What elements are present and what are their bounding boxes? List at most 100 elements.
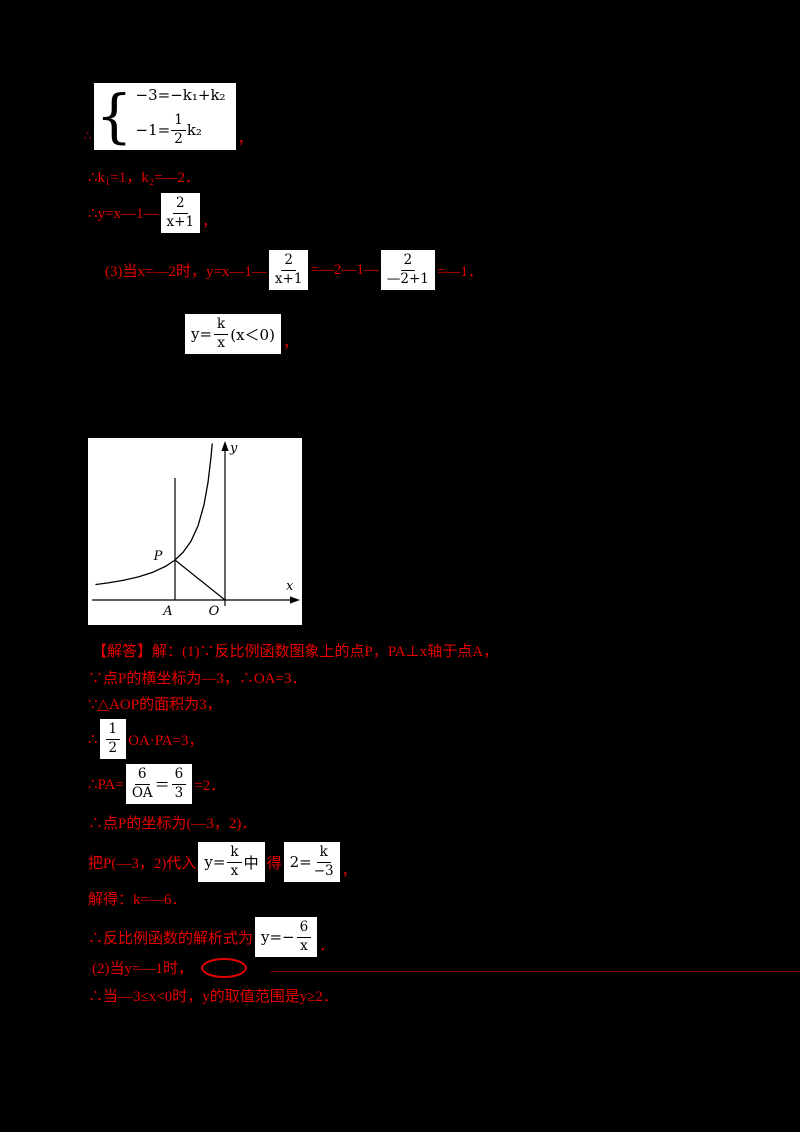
circled-answer-ellipse [200, 957, 247, 978]
formula-pre: y=− [261, 928, 295, 947]
formula-box-pa-value: 6 OA ＝ 6 3 [125, 764, 193, 805]
equation-system-box: { −3=−k₁+k₂ −1= 1 2 k₂ [93, 81, 236, 151]
step-5-post: =2． [194, 777, 226, 794]
formula-box-fraction: 2 —2+1 [380, 250, 435, 291]
formula-box-y-equals-neg6-over-x: y=− 6 x [255, 917, 318, 958]
step-5-pre: ∴PA= [88, 776, 124, 793]
solution-step-7: 把P(—3，2)代入 y= k x 中 得 2= k −3 ， [88, 842, 357, 883]
step-4-post: OA·PA=3， [128, 732, 204, 749]
inverse-function-definition-row: y= k x (x＜0) ， [185, 314, 298, 355]
solution-step-8: 解得：k=—6． [88, 892, 187, 908]
comma-mark: ， [341, 863, 357, 880]
solution-step-2: ∵点P的横坐标为—3，∴OA=3． [88, 671, 307, 687]
function-expression-line: ∴y=x—1— 2 x+1 ， [88, 193, 218, 234]
formula-box-one-half: 1 2 [99, 719, 127, 760]
comma-mark: ， [237, 131, 253, 148]
fraction-numerator: 1 [105, 721, 121, 740]
fraction-numerator: k [316, 844, 331, 863]
substitution-mid: =—2—1— [310, 261, 379, 278]
fraction-denominator: —2+1 [386, 270, 429, 287]
fraction-6-over-3: 6 3 [171, 766, 187, 801]
equation-1: −3=−k₁+k₂ [135, 86, 226, 104]
fraction-2-over-x-plus-1: 2 x+1 [274, 252, 303, 287]
solution-step-3: ∵△AOP的面积为3， [88, 697, 222, 713]
fraction-denominator: 2 [174, 130, 183, 147]
step-7-pre: 把P(—3，2)代入 [88, 855, 197, 872]
point-p-label: P [153, 549, 163, 564]
domain-condition: (x＜0) [230, 325, 275, 344]
fraction-numerator: 2 [172, 195, 188, 214]
fraction-denominator: x+1 [274, 270, 303, 287]
fraction-k-over-x: k x [227, 844, 242, 879]
fraction-2-over-neg2-plus-1: 2 —2+1 [386, 252, 429, 287]
substitution-result: =—1． [436, 263, 483, 280]
fraction-numerator: 6 [296, 919, 312, 938]
fraction-numerator: k [214, 316, 229, 335]
solution-step-10: (2)当y=—1时， [92, 957, 247, 978]
x-axis-arrow-icon [290, 596, 300, 604]
hyperbola-figure: y x O P A [88, 438, 302, 625]
fraction-numerator: 6 [134, 766, 150, 785]
solution-step-5: ∴PA= 6 OA ＝ 6 3 =2． [88, 764, 226, 805]
segment-po [174, 559, 226, 601]
fraction-one-half: 1 2 [105, 721, 121, 756]
k-values-line: ∴k₁=1，k₂=—2． [88, 170, 200, 186]
fraction-denominator: x [217, 334, 225, 351]
red-horizontal-streak [270, 971, 800, 972]
solution-step-9: ∴反比例函数的解析式为 y=− 6 x ． [88, 917, 335, 958]
fraction-6-over-x: 6 x [296, 919, 312, 954]
formula-box-2-equals-k-over-neg3: 2= k −3 [283, 842, 340, 883]
curly-brace: { [95, 81, 133, 150]
equation-system-row: ∴ { −3=−k₁+k₂ −1= 1 2 k₂ ， [84, 81, 253, 151]
equation-column: −3=−k₁+k₂ −1= 1 2 k₂ [136, 86, 226, 147]
formula-box-y-equals-k-over-x: y= k x 中 [198, 842, 265, 883]
figure-canvas: y x O P A [92, 441, 300, 619]
expression-pre: ∴y=x—1— [88, 205, 159, 222]
fraction-denominator: 3 [174, 784, 184, 801]
comma-mark: ， [202, 214, 218, 231]
comma-mark: ， [282, 335, 298, 352]
formula-box-fraction: 2 x+1 [268, 250, 309, 291]
substitution-line: (3)当x=—2时，y=x—1— 2 x+1 =—2—1— 2 —2+1 =—1… [105, 250, 483, 291]
fraction-numerator: 2 [400, 252, 416, 271]
fraction-k-over-x: k x [214, 316, 229, 351]
origin-label: O [209, 604, 220, 619]
therefore-mark: ∴ [84, 129, 92, 144]
period-mark: ． [319, 938, 335, 955]
formula-box-fraction: 2 x+1 [160, 193, 201, 234]
solution-step-11: ∴当—3≤x<0时，y的取值范围是y≥2． [88, 989, 338, 1005]
fraction-numerator: 2 [281, 252, 296, 271]
step-7-mid: 得 [266, 855, 282, 872]
fraction-numerator: k [227, 844, 242, 863]
fraction-denominator: −3 [313, 862, 334, 879]
formula-pre: 2= [289, 853, 312, 872]
step-4-pre: ∴ [88, 731, 98, 748]
fraction-numerator: 6 [171, 766, 187, 785]
fraction-denominator: OA [131, 784, 153, 801]
formula-pre: y= [204, 853, 226, 872]
hyperbola-curve [95, 443, 213, 586]
fraction-6-over-oa: 6 OA [131, 766, 153, 801]
equation-2: −1= 1 2 k₂ [135, 112, 226, 147]
y-axis-label: y [229, 441, 238, 456]
substitution-pre: (3)当x=—2时，y=x—1— [105, 263, 267, 280]
step-10-pre: (2)当y=—1时， [92, 961, 193, 977]
solution-step-1: 【解答】解：(1)∵反比例函数图象上的点P，PA⊥x轴于点A， [92, 644, 499, 660]
fraction-k-over-neg3: k −3 [313, 844, 334, 879]
fraction-denominator: x [230, 862, 239, 879]
fraction-denominator: x+1 [166, 213, 195, 230]
x-axis-label: x [286, 579, 294, 594]
formula-pre: y= [191, 325, 213, 344]
step-9-pre: ∴反比例函数的解析式为 [88, 930, 254, 947]
solution-step-4: ∴ 1 2 OA·PA=3， [88, 719, 204, 760]
point-a-label: A [162, 604, 172, 619]
fraction-denominator: 2 [108, 739, 118, 756]
equals-sign: ＝ [154, 775, 170, 794]
fraction-one-half: 1 2 [171, 112, 186, 147]
equation-2-pre: −1= [135, 121, 171, 140]
fraction-denominator: x [300, 937, 308, 954]
formula-post: 中 [243, 853, 259, 872]
fraction-2-over-x-plus-1: 2 x+1 [166, 195, 195, 230]
fraction-numerator: 1 [171, 112, 186, 131]
